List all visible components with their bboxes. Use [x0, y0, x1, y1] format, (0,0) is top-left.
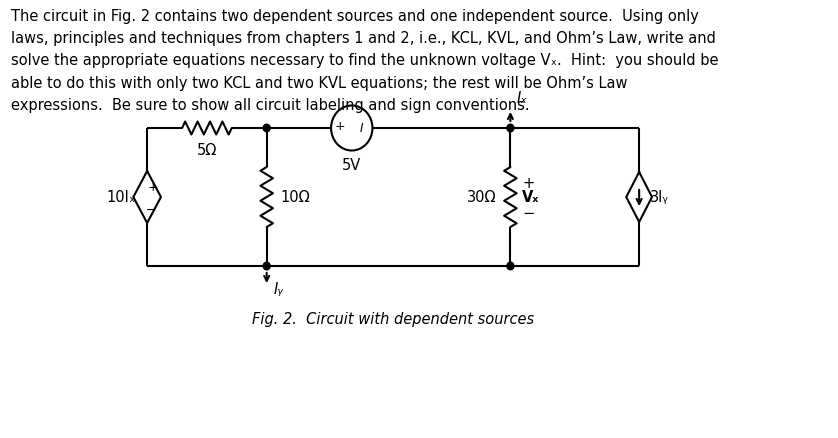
Text: 5Ω: 5Ω: [197, 143, 217, 158]
Text: The circuit in Fig. 2 contains two dependent sources and one independent source.: The circuit in Fig. 2 contains two depen…: [11, 9, 718, 113]
Text: 30Ω: 30Ω: [467, 190, 497, 205]
Circle shape: [507, 263, 514, 270]
Text: −: −: [146, 203, 156, 216]
Circle shape: [263, 263, 270, 270]
Text: 10Iₓ: 10Iₓ: [106, 190, 136, 205]
Text: +: +: [522, 176, 535, 191]
Text: Iᵧ: Iᵧ: [273, 281, 283, 297]
Circle shape: [507, 125, 514, 133]
Text: Vₓ: Vₓ: [522, 190, 540, 205]
Text: Iₓ: Iₓ: [517, 91, 528, 106]
Circle shape: [263, 125, 270, 133]
Text: Fig. 2.  Circuit with dependent sources: Fig. 2. Circuit with dependent sources: [252, 311, 534, 326]
Text: +: +: [147, 181, 158, 194]
Text: I: I: [360, 122, 364, 135]
Text: −: −: [522, 206, 535, 221]
Text: +: +: [334, 120, 345, 133]
Text: 10Ω: 10Ω: [281, 190, 310, 205]
Text: 5V: 5V: [342, 158, 361, 173]
Text: 3Iᵧ: 3Iᵧ: [650, 190, 669, 205]
